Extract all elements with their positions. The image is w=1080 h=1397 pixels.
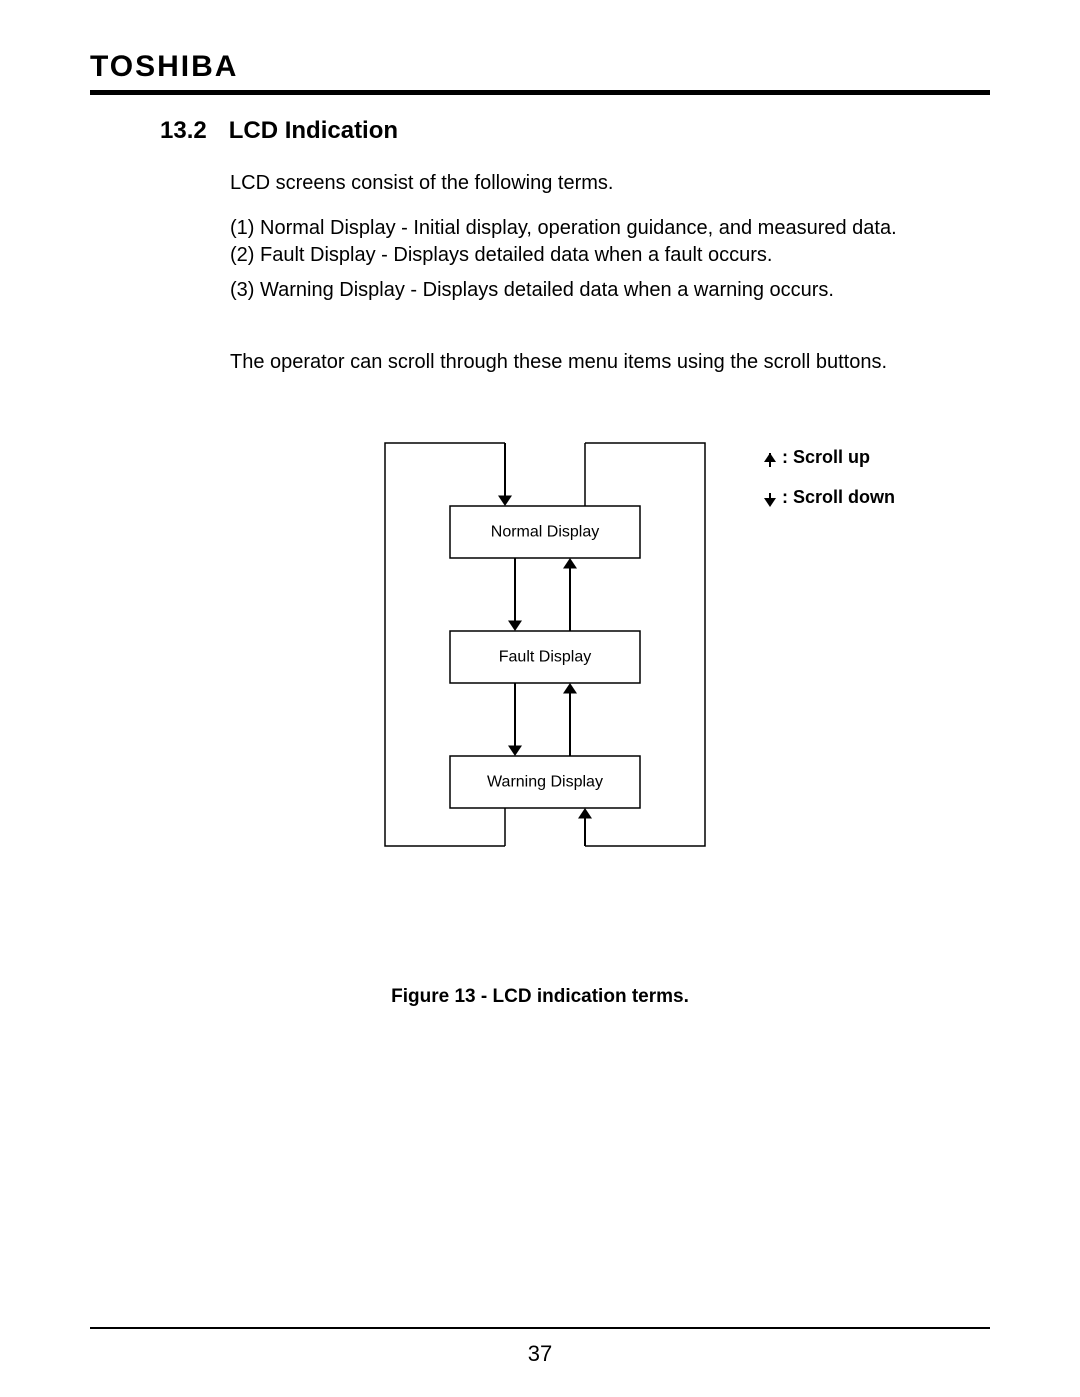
intro-text: LCD screens consist of the following ter…: [230, 170, 950, 197]
svg-text:Fault Display: Fault Display: [499, 649, 591, 666]
section-number: 13.2: [160, 117, 207, 144]
section-heading: 13.2 LCD Indication: [160, 117, 990, 145]
brand-logo: TOSHIBA: [90, 50, 990, 84]
list-item-2: (2) Fault Display - Displays detailed da…: [230, 242, 950, 269]
lcd-flow-diagram: Normal Display Fault Display Warning Displ…: [310, 436, 950, 926]
page-number: 37: [0, 1341, 1080, 1367]
svg-text:Normal Display: Normal Display: [491, 524, 599, 541]
display-type-list: (1) Normal Display - Initial display, op…: [230, 215, 950, 304]
scroll-note: The operator can scroll through these me…: [230, 349, 950, 376]
figure-caption: Figure 13 - LCD indication terms.: [90, 986, 990, 1008]
footer-rule: [90, 1327, 990, 1329]
svg-text:Warning Display: Warning Display: [487, 774, 603, 791]
section-title: LCD Indication: [229, 117, 398, 144]
list-item-1: (1) Normal Display - Initial display, op…: [230, 215, 950, 242]
svg-text:: Scroll up: : Scroll up: [782, 447, 870, 467]
list-item-3: (3) Warning Display - Displays detailed …: [230, 277, 950, 304]
header-rule: [90, 90, 990, 95]
svg-text:: Scroll down: : Scroll down: [782, 487, 895, 507]
